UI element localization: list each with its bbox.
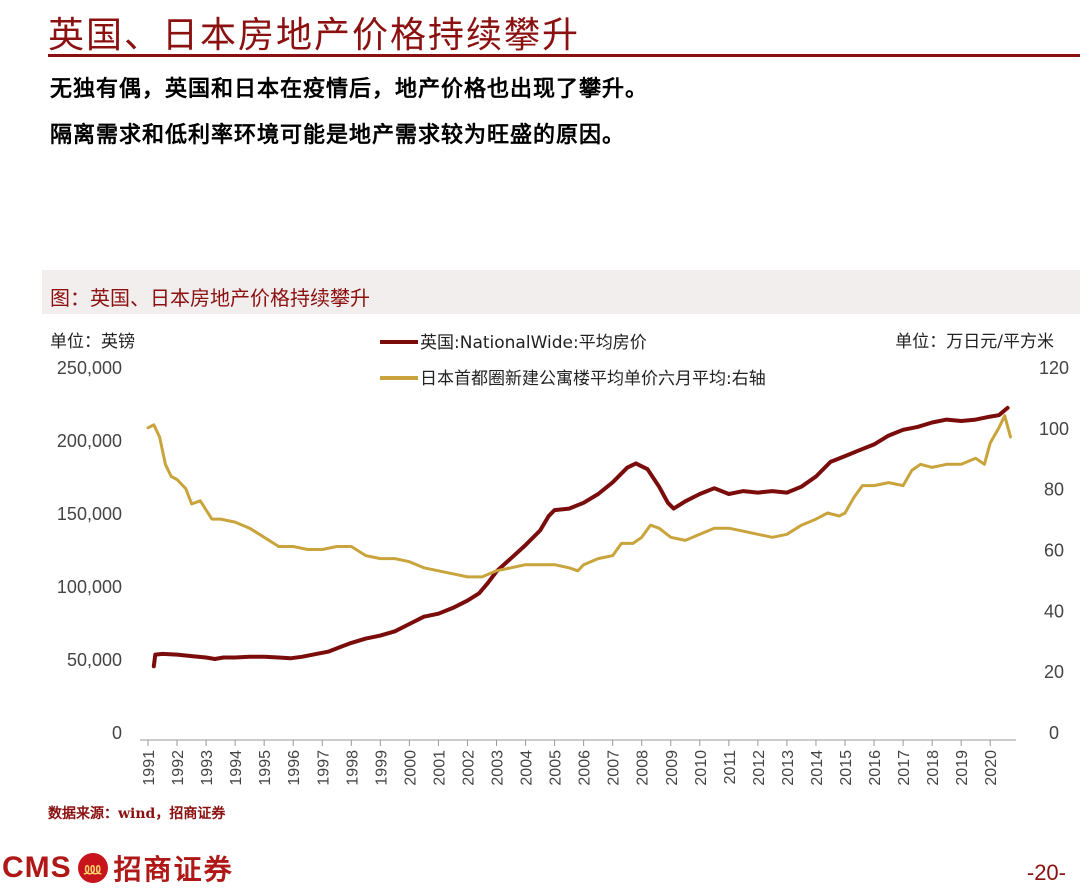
source-note: 数据来源：wind，招商证券 <box>48 806 226 822</box>
left-tick-label: 0 <box>112 723 122 743</box>
legend-label-uk: 英国:NationalWide:平均房价 <box>420 333 647 353</box>
left-tick-label: 50,000 <box>67 650 122 670</box>
x-tick-label: 2020 <box>983 750 1000 786</box>
series-line-uk <box>151 405 1010 669</box>
x-tick-label: 1992 <box>170 750 187 786</box>
chart-title: 图：英国、日本房地产价格持续攀升 <box>50 286 370 310</box>
right-tick-label: 40 <box>1044 601 1064 621</box>
right-tick-label: 20 <box>1044 662 1064 682</box>
x-tick-label: 2012 <box>751 750 768 786</box>
legend-label-japan: 日本首都圈新建公寓楼平均单价六月平均:右轴 <box>420 369 766 389</box>
x-tick-label: 2007 <box>606 750 623 786</box>
right-tick-label: 80 <box>1044 480 1064 500</box>
x-tick-label: 1999 <box>373 750 390 786</box>
x-tick-label: 2000 <box>402 750 419 786</box>
logo-chinese-name: 招商证券 <box>113 853 234 886</box>
x-tick-label: 2010 <box>693 750 710 786</box>
x-tick-label: 2003 <box>490 750 507 786</box>
left-tick-label: 100,000 <box>57 577 122 597</box>
chart-title-bar <box>42 270 1080 314</box>
x-tick-label: 2009 <box>664 750 681 786</box>
left-axis-unit: 单位：英镑 <box>50 332 135 352</box>
right-tick-label: 60 <box>1044 541 1064 561</box>
chart-panel <box>42 314 1080 794</box>
body-text-line-2: 隔离需求和低利率环境可能是地产需求较为旺盛的原因。 <box>50 122 626 148</box>
x-tick-label: 2002 <box>460 750 477 786</box>
x-tick-label: 2015 <box>838 750 855 786</box>
body-text-line-1: 无独有偶，英国和日本在疫情后，地产价格也出现了攀升。 <box>50 76 649 102</box>
page-title: 英国、日本房地产价格持续攀升 <box>48 15 581 56</box>
legend: 英国:NationalWide:平均房价 日本首都圈新建公寓楼平均单价六月平均:… <box>380 333 766 389</box>
series-line-japan <box>146 414 1012 579</box>
x-tick-label: 1997 <box>315 750 332 786</box>
title-rule <box>48 54 1080 57</box>
right-tick-label: 100 <box>1039 419 1069 439</box>
company-logo: CMS ⅏ 招商证券 <box>0 848 234 888</box>
x-axis: 1991 1992 1993 1994 1995 1996 1997 1998 1999 2000… <box>141 740 1000 786</box>
page-number: -20- <box>1026 860 1066 885</box>
x-tick-label: 1998 <box>344 750 361 786</box>
x-tick-label: 2004 <box>519 750 536 786</box>
logo-emblem-icon: ⅏ <box>77 853 108 883</box>
right-axis-unit: 单位：万日元/平方米 <box>895 332 1054 352</box>
logo-wordmark: CMS <box>2 851 72 884</box>
x-tick-label: 2005 <box>548 750 565 786</box>
line-chart: 单位：英镑 单位：万日元/平方米 英国:NationalWide:平均房价 日本… <box>50 332 1069 786</box>
right-axis: 120 100 80 60 40 20 0 <box>1039 358 1069 743</box>
x-tick-label: 1996 <box>286 750 303 786</box>
right-tick-label: 0 <box>1049 723 1059 743</box>
x-tick-label: 2014 <box>809 750 826 786</box>
x-tick-label: 2001 <box>431 750 448 786</box>
x-tick-label: 2008 <box>635 750 652 786</box>
x-tick-label: 2006 <box>577 750 594 786</box>
x-tick-label: 1991 <box>141 750 158 786</box>
right-tick-label: 120 <box>1039 358 1069 378</box>
x-tick-label: 1995 <box>257 750 274 786</box>
x-tick-label: 1993 <box>199 750 216 786</box>
series-lines <box>146 405 1012 669</box>
x-tick-label: 2018 <box>925 750 942 786</box>
left-tick-label: 250,000 <box>57 358 122 378</box>
x-tick-label: 2019 <box>954 750 971 786</box>
x-tick-label: 2017 <box>896 750 913 786</box>
x-tick-label: 2013 <box>780 750 797 786</box>
x-tick-label: 1994 <box>228 750 245 786</box>
left-tick-label: 150,000 <box>57 504 122 524</box>
left-axis: 250,000 200,000 150,000 100,000 50,000 0 <box>57 358 122 743</box>
left-tick-label: 200,000 <box>57 431 122 451</box>
x-tick-label: 2011 <box>722 750 739 785</box>
x-tick-label: 2016 <box>867 750 884 786</box>
